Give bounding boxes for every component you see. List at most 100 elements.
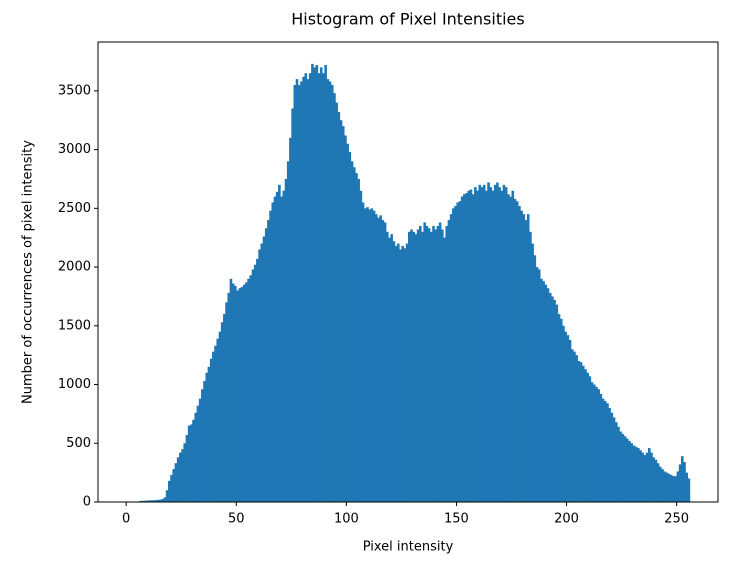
bar bbox=[141, 500, 145, 502]
bar bbox=[192, 419, 195, 502]
bar bbox=[322, 73, 325, 503]
bar bbox=[242, 284, 246, 502]
y-tick-label: 1000 bbox=[58, 377, 91, 392]
bar bbox=[458, 201, 462, 503]
bar bbox=[207, 366, 211, 502]
bar bbox=[333, 93, 336, 503]
bar bbox=[183, 443, 187, 502]
bar bbox=[496, 182, 499, 502]
bar bbox=[454, 205, 457, 503]
bar bbox=[606, 403, 609, 502]
bar bbox=[553, 299, 556, 502]
bar bbox=[341, 126, 345, 502]
bar bbox=[438, 222, 442, 502]
bar bbox=[377, 217, 380, 502]
bar bbox=[419, 225, 422, 503]
chart-title: Histogram of Pixel Intensities bbox=[291, 10, 524, 29]
bar bbox=[390, 234, 393, 502]
y-tick-label: 3500 bbox=[58, 83, 91, 98]
bar bbox=[601, 398, 605, 502]
bar bbox=[665, 472, 669, 502]
bar bbox=[280, 196, 283, 503]
bar bbox=[264, 228, 268, 502]
bar bbox=[683, 462, 686, 502]
bar bbox=[586, 372, 589, 502]
bar bbox=[361, 202, 365, 502]
bar bbox=[313, 67, 316, 502]
bar bbox=[251, 269, 255, 502]
bar bbox=[515, 201, 519, 503]
bar bbox=[465, 193, 468, 502]
bar bbox=[511, 190, 515, 503]
bar bbox=[584, 369, 587, 502]
bar bbox=[469, 189, 473, 502]
bar bbox=[603, 400, 607, 502]
bar bbox=[238, 288, 242, 502]
bar bbox=[641, 452, 644, 502]
bar bbox=[676, 471, 680, 502]
bar bbox=[330, 84, 334, 502]
bar bbox=[430, 231, 433, 502]
bar bbox=[231, 283, 235, 502]
bar bbox=[579, 362, 583, 502]
bar bbox=[187, 425, 191, 502]
bar bbox=[399, 249, 402, 502]
bar bbox=[661, 469, 664, 502]
bar bbox=[161, 499, 165, 502]
bar bbox=[223, 314, 226, 502]
x-tick-label: 250 bbox=[664, 512, 689, 527]
bar bbox=[396, 243, 400, 502]
bar bbox=[273, 196, 277, 503]
bar bbox=[524, 220, 528, 503]
bar bbox=[654, 459, 658, 502]
bar bbox=[245, 282, 248, 502]
bar bbox=[575, 355, 578, 502]
bar bbox=[374, 214, 378, 502]
bar bbox=[408, 231, 411, 502]
bar bbox=[581, 365, 585, 502]
y-tick-label: 1500 bbox=[58, 318, 91, 333]
bar bbox=[681, 456, 684, 502]
bar bbox=[610, 412, 614, 502]
y-axis-label: Number of occurrences of pixel intensity bbox=[21, 140, 36, 404]
bar bbox=[617, 426, 620, 502]
bar bbox=[643, 455, 647, 502]
bar bbox=[670, 474, 673, 502]
bar bbox=[529, 231, 532, 502]
bar bbox=[328, 81, 332, 503]
bar bbox=[216, 338, 220, 502]
bar bbox=[234, 285, 237, 502]
bar bbox=[663, 471, 666, 502]
bar bbox=[562, 325, 565, 502]
bar bbox=[348, 151, 352, 503]
bar bbox=[623, 436, 627, 502]
bar bbox=[293, 84, 297, 502]
bar bbox=[595, 386, 598, 502]
bar bbox=[412, 231, 416, 502]
bar bbox=[229, 278, 233, 502]
bar bbox=[379, 215, 382, 503]
bar bbox=[357, 178, 360, 502]
bar bbox=[564, 331, 567, 502]
bar bbox=[291, 108, 294, 503]
bar bbox=[370, 208, 374, 502]
bar bbox=[507, 194, 510, 502]
bar bbox=[414, 234, 418, 502]
bar bbox=[196, 405, 200, 502]
bar bbox=[625, 438, 629, 502]
bar bbox=[150, 500, 154, 502]
bar bbox=[302, 76, 305, 502]
bar bbox=[212, 351, 215, 502]
bar bbox=[297, 84, 301, 502]
bar bbox=[148, 500, 151, 502]
bar bbox=[432, 225, 435, 503]
bar bbox=[467, 190, 471, 503]
bar bbox=[489, 187, 493, 502]
bar bbox=[344, 135, 347, 502]
bar bbox=[498, 187, 501, 502]
bar bbox=[548, 292, 552, 502]
bar bbox=[590, 382, 594, 502]
bar bbox=[181, 449, 184, 502]
bar bbox=[403, 248, 407, 502]
bar bbox=[227, 292, 231, 502]
